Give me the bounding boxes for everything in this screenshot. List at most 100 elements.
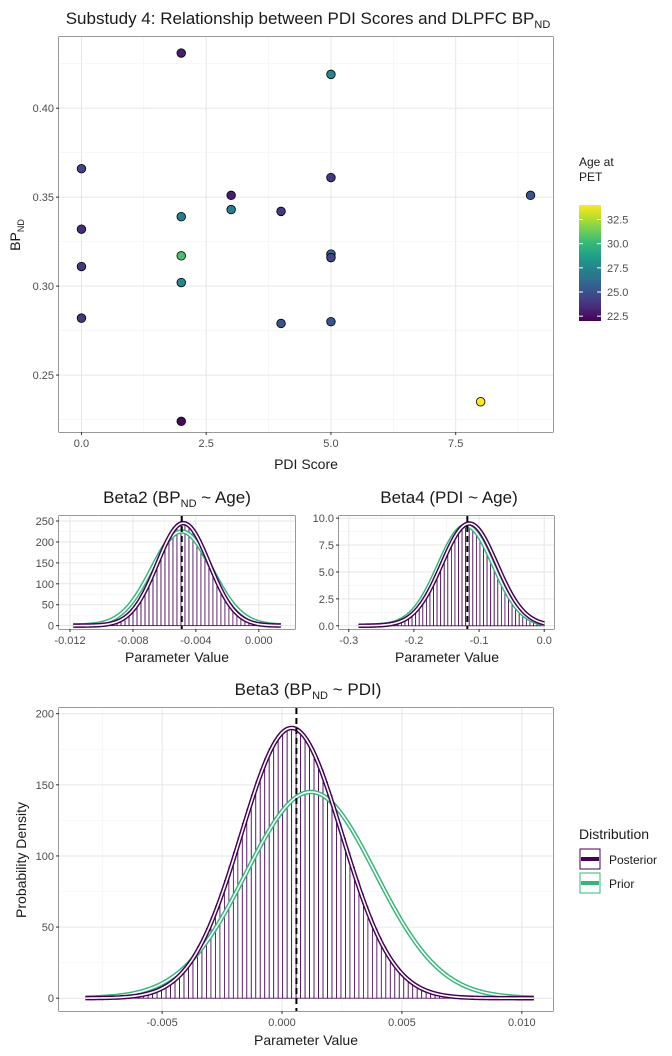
histogram-bar bbox=[345, 852, 351, 999]
y-tick-label: 50 bbox=[42, 600, 54, 612]
scatter-point bbox=[525, 190, 536, 201]
y-tick-label: 200 bbox=[36, 537, 54, 549]
scatter-point bbox=[326, 69, 336, 80]
x-tick-label: 0.0 bbox=[537, 635, 552, 647]
scatter-gridlines bbox=[59, 37, 553, 432]
x-tick-label: 5.0 bbox=[323, 438, 338, 450]
histogram-bar bbox=[223, 880, 230, 999]
scatter-panel: Substudy 4: Relationship between PDI Sco… bbox=[7, 9, 554, 472]
scatter-point bbox=[276, 318, 286, 329]
histogram-bar bbox=[371, 928, 378, 999]
x-tick-label: 0.010 bbox=[508, 1017, 536, 1029]
color-tick-label: 25.0 bbox=[607, 287, 628, 299]
histogram-bar bbox=[237, 837, 243, 999]
histogram-bar bbox=[436, 570, 442, 627]
histogram-bar bbox=[450, 539, 456, 627]
histogram-bar bbox=[282, 729, 288, 999]
beta3-title: Beta3 (BPND ~ PDI) bbox=[235, 680, 382, 702]
scatter-point bbox=[326, 172, 336, 183]
x-tick-label: 0.0 bbox=[74, 438, 89, 450]
prior-curve-inner bbox=[73, 530, 281, 627]
histogram-bar bbox=[440, 562, 445, 627]
histogram-bar bbox=[255, 781, 261, 999]
y-tick-label: 0 bbox=[48, 621, 54, 633]
scatter-point bbox=[76, 224, 87, 234]
beta3-panel: Beta3 (BPND ~ PDI) -0.005 0.000 0.005 0.010… bbox=[13, 680, 554, 1048]
scatter-point bbox=[326, 252, 336, 263]
posterior-curve-inner bbox=[73, 522, 281, 627]
beta2-x-label: Parameter Value bbox=[125, 649, 229, 665]
scatter-point bbox=[276, 206, 286, 217]
y-tick-label: 0.0 bbox=[319, 621, 334, 633]
scatter-point bbox=[176, 416, 186, 427]
legend-item-prior: Prior bbox=[579, 872, 634, 894]
y-tick-label: 100 bbox=[36, 851, 54, 863]
histogram-bar bbox=[160, 549, 166, 627]
beta4-x-label: Parameter Value bbox=[395, 649, 499, 665]
y-tick-label: 250 bbox=[36, 516, 54, 528]
histogram-bar bbox=[164, 541, 170, 627]
y-tick-label: 150 bbox=[36, 780, 54, 792]
beta2-title: Beta2 (BPND ~ Age) bbox=[103, 488, 251, 510]
legend-label-prior: Prior bbox=[609, 877, 634, 891]
x-tick-label: -0.1 bbox=[470, 635, 489, 647]
histogram-bar bbox=[454, 533, 459, 627]
beta4-x-ticks: -0.3 -0.2 -0.1 0.0 bbox=[339, 629, 552, 647]
y-tick-label: 2.5 bbox=[319, 594, 334, 606]
age-color-legend: Age at PET 22.5 25.0 27.5 30.0 32.5 bbox=[579, 155, 628, 323]
scatter-point bbox=[176, 212, 186, 222]
histogram-bar bbox=[475, 528, 481, 627]
scatter-point bbox=[226, 190, 236, 201]
y-tick-label: 200 bbox=[36, 709, 54, 721]
histogram-bar bbox=[188, 527, 194, 627]
color-legend-ticks: 22.5 25.0 27.5 30.0 32.5 bbox=[579, 215, 628, 323]
y-tick-label: 10.0 bbox=[313, 513, 334, 525]
histogram-bar bbox=[192, 532, 198, 627]
histogram-bar bbox=[204, 557, 210, 627]
x-tick-label: 2.5 bbox=[199, 438, 214, 450]
histogram-bar bbox=[196, 539, 202, 627]
histogram-bar bbox=[468, 523, 474, 627]
beta3-density-curves bbox=[85, 708, 534, 1011]
scatter-y-label: BPND bbox=[7, 219, 26, 251]
histogram-bar bbox=[309, 748, 315, 999]
y-tick-label: 0.35 bbox=[33, 192, 54, 204]
histogram-bar bbox=[168, 533, 174, 627]
y-tick-label: 150 bbox=[36, 558, 54, 570]
scatter-point bbox=[76, 313, 87, 323]
beta4-panel: Beta4 (PDI ~ Age) -0.3 -0.2 -0.1 0.0 0.0 2.5… bbox=[313, 488, 555, 665]
histogram-bar bbox=[184, 523, 190, 627]
x-tick-label: -0.2 bbox=[404, 635, 423, 647]
histogram-bar bbox=[327, 794, 333, 999]
histogram-bar bbox=[461, 525, 467, 627]
x-tick-label: 0.005 bbox=[388, 1017, 416, 1029]
scatter-points bbox=[76, 48, 536, 427]
histogram-bar bbox=[331, 808, 337, 999]
histogram-bar bbox=[367, 917, 373, 999]
color-tick-label: 27.5 bbox=[607, 263, 628, 275]
y-tick-label: 7.5 bbox=[319, 540, 334, 552]
distribution-legend: Distribution Posterior Prior bbox=[579, 826, 657, 894]
beta4-title: Beta4 (PDI ~ Age) bbox=[380, 488, 518, 507]
histogram-bar bbox=[336, 823, 342, 999]
y-tick-label: 0 bbox=[48, 993, 54, 1005]
svg-text:BPND: BPND bbox=[7, 219, 26, 251]
histogram-bar bbox=[156, 559, 162, 627]
histogram-bar bbox=[304, 740, 310, 999]
beta4-y-ticks: 0.0 2.5 5.0 7.5 10.0 bbox=[313, 513, 339, 633]
distribution-legend-title: Distribution bbox=[579, 826, 649, 842]
x-tick-label: 0.000 bbox=[268, 1017, 296, 1029]
y-tick-label: 0.25 bbox=[33, 370, 54, 382]
beta3-x-ticks: -0.005 0.000 0.005 0.010 bbox=[147, 1011, 536, 1029]
legend-label-posterior: Posterior bbox=[609, 853, 657, 867]
histogram-bar bbox=[354, 880, 360, 999]
posterior-curve-inner bbox=[85, 727, 534, 999]
histogram-bar bbox=[286, 727, 293, 999]
x-tick-label: -0.3 bbox=[339, 635, 358, 647]
histogram-bar bbox=[300, 734, 306, 999]
histogram-bar bbox=[340, 837, 346, 999]
beta2-y-ticks: 0 50 100 150 200 250 bbox=[36, 516, 59, 633]
beta3-x-label: Parameter Value bbox=[254, 1032, 358, 1048]
y-tick-label: 50 bbox=[42, 922, 54, 934]
